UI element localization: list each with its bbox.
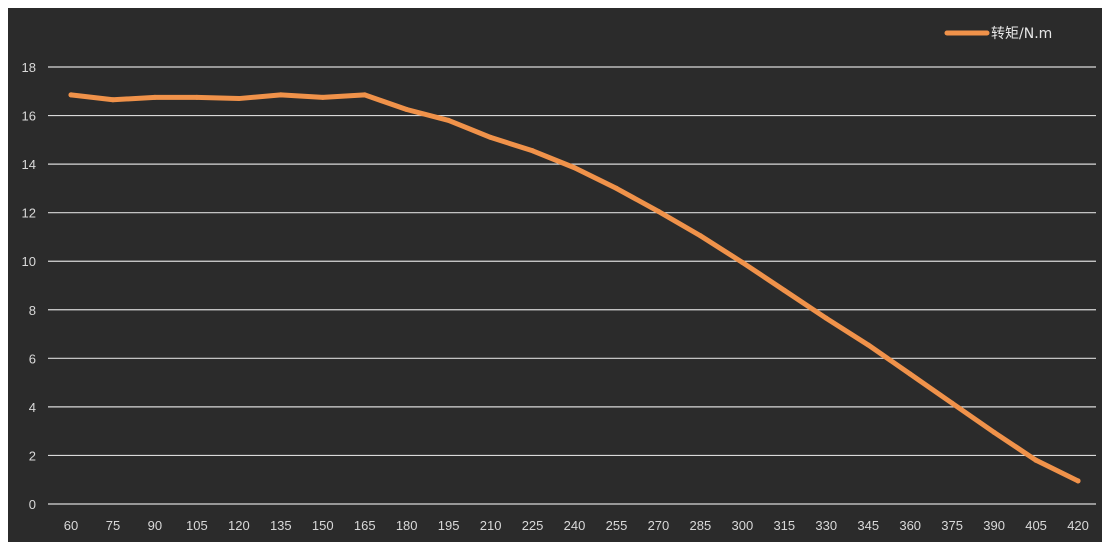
x-tick-label: 330	[815, 518, 837, 533]
data-point	[320, 94, 326, 100]
x-tick-label: 195	[438, 518, 460, 533]
data-point	[404, 106, 410, 112]
data-point	[572, 165, 578, 171]
y-tick-label: 18	[22, 60, 36, 75]
data-point	[655, 208, 661, 214]
x-tick-label: 120	[228, 518, 250, 533]
data-point	[781, 287, 787, 293]
data-point	[236, 96, 242, 102]
y-tick-label: 16	[22, 109, 36, 124]
x-tick-label: 270	[648, 518, 670, 533]
y-tick-label: 6	[29, 351, 36, 366]
data-point	[1075, 478, 1081, 484]
y-tick-label: 0	[29, 497, 36, 512]
data-point	[530, 148, 536, 154]
data-point	[865, 342, 871, 348]
x-tick-label: 150	[312, 518, 334, 533]
x-tick-label: 225	[522, 518, 544, 533]
data-point	[110, 97, 116, 103]
y-tick-label: 2	[29, 448, 36, 463]
data-point	[823, 315, 829, 321]
data-point	[278, 92, 284, 98]
data-point	[907, 371, 913, 377]
y-tick-label: 8	[29, 303, 36, 318]
y-axis-tick-labels: 0 2 4 6 8 10 12 14 16 18	[22, 60, 36, 512]
series-lines	[68, 92, 1081, 484]
x-tick-label: 300	[732, 518, 754, 533]
x-tick-label: 210	[480, 518, 502, 533]
x-tick-label: 135	[270, 518, 292, 533]
x-tick-label: 180	[396, 518, 418, 533]
x-tick-label: 60	[64, 518, 78, 533]
data-point	[991, 429, 997, 435]
x-axis-tick-labels: 60 75 90 105 120 135 150 165 180 195 210 225 240 255 2…	[64, 518, 1089, 533]
data-point	[1033, 457, 1039, 463]
x-tick-label: 375	[941, 518, 963, 533]
x-tick-label: 255	[606, 518, 628, 533]
x-tick-label: 345	[857, 518, 879, 533]
x-tick-label: 75	[106, 518, 120, 533]
x-tick-label: 165	[354, 518, 376, 533]
x-tick-label: 105	[186, 518, 208, 533]
x-tick-label: 90	[148, 518, 162, 533]
x-tick-label: 405	[1025, 518, 1047, 533]
y-tick-label: 4	[29, 400, 36, 415]
x-tick-label: 420	[1067, 518, 1089, 533]
y-tick-label: 10	[22, 254, 36, 269]
series-line-torque	[68, 92, 1081, 484]
x-tick-label: 285	[690, 518, 712, 533]
legend-label: 转矩/N.m	[991, 26, 1052, 42]
data-point	[613, 185, 619, 191]
x-tick-label: 315	[773, 518, 795, 533]
data-point	[949, 400, 955, 406]
x-tick-label: 360	[899, 518, 921, 533]
y-tick-label: 14	[22, 157, 36, 172]
legend: 转矩/N.m	[944, 26, 1052, 42]
data-point	[739, 259, 745, 265]
data-point	[152, 94, 158, 100]
data-point	[697, 233, 703, 239]
data-point	[68, 92, 74, 98]
gridlines	[48, 66, 1096, 505]
data-point	[488, 134, 494, 140]
data-point	[446, 117, 452, 123]
data-point	[194, 94, 200, 100]
x-tick-label: 390	[983, 518, 1005, 533]
data-point	[362, 92, 368, 98]
y-tick-label: 12	[22, 206, 36, 221]
x-tick-label: 240	[564, 518, 586, 533]
